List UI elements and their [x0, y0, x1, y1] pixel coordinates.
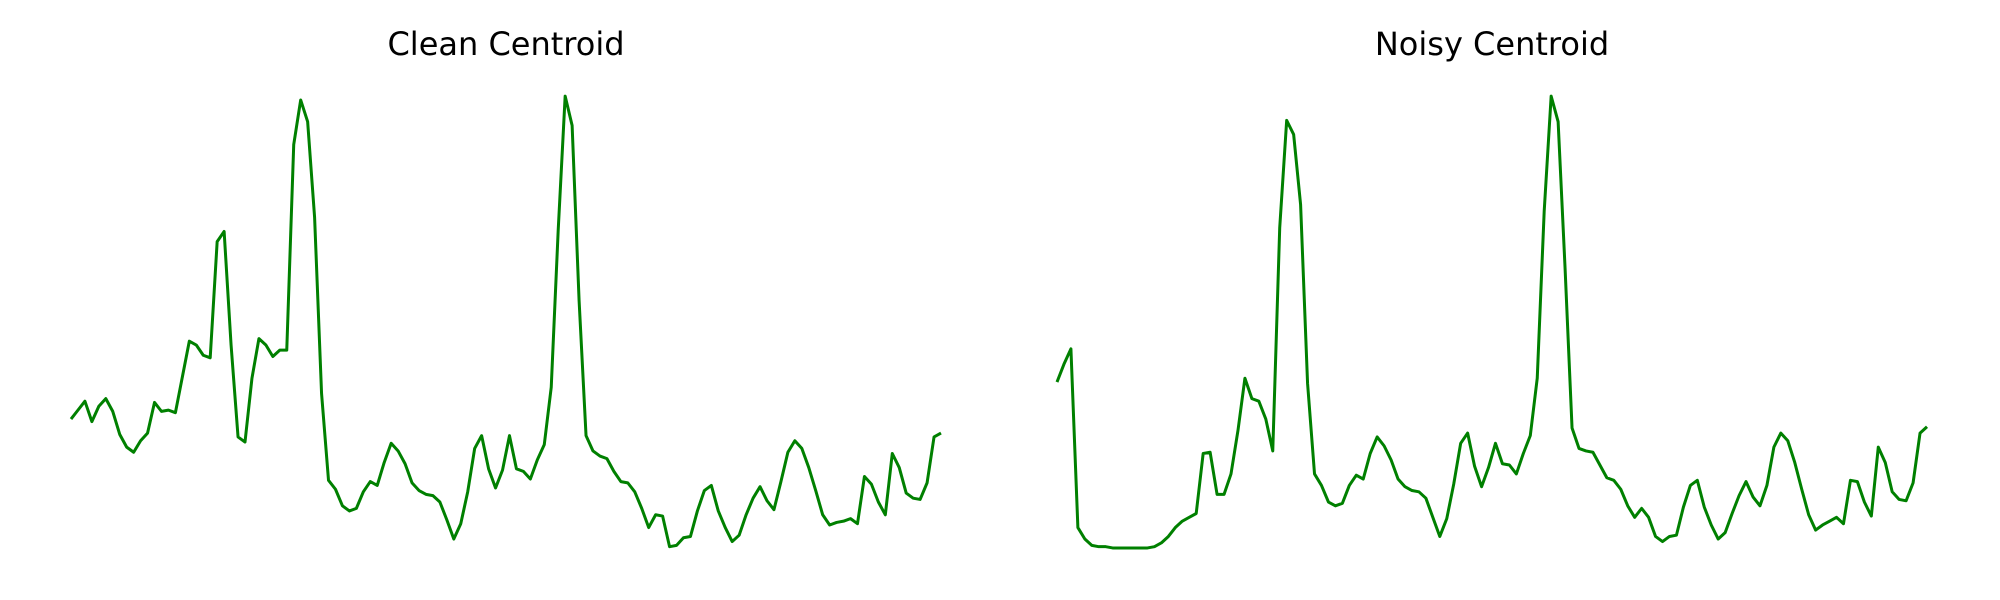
data-line — [1055, 94, 1929, 550]
chart-title: Noisy Centroid — [1375, 25, 1609, 63]
chart-title: Clean Centroid — [387, 25, 624, 63]
data-line — [69, 94, 942, 549]
